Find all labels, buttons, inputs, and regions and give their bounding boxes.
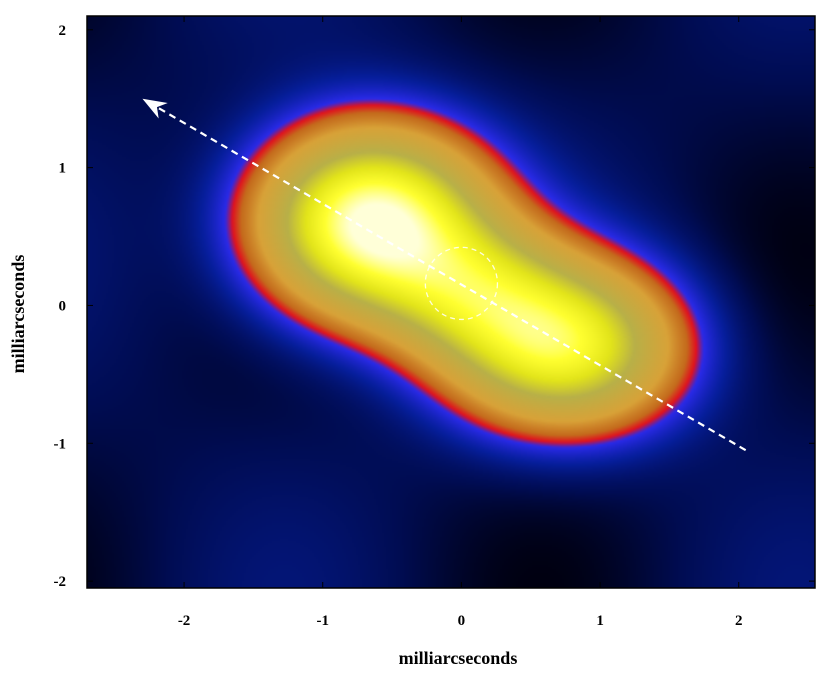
x-tick-label: 1 <box>596 613 604 629</box>
x-axis-ticks: -2 -1 0 1 2 <box>178 16 743 629</box>
intensity-map <box>87 16 815 588</box>
jet-axis-arrow <box>154 104 747 452</box>
y-tick-label: 0 <box>59 298 67 314</box>
y-axis-ticks: -2 -1 0 1 2 <box>54 23 815 590</box>
y-tick-label: -1 <box>54 436 67 452</box>
y-tick-label: 2 <box>59 23 67 39</box>
x-tick-label: -2 <box>178 613 191 629</box>
core-circle <box>424 246 499 321</box>
y-tick-label: -2 <box>54 574 67 590</box>
y-axis-title: milliarcseconds <box>8 255 28 374</box>
x-tick-label: 2 <box>735 613 743 629</box>
x-tick-label: -1 <box>316 613 329 629</box>
x-tick-label: 0 <box>458 613 466 629</box>
x-axis-title: milliarcseconds <box>399 648 518 668</box>
plot-frame <box>86 15 816 589</box>
y-tick-label: 1 <box>59 161 67 177</box>
arrow-head-icon <box>142 98 168 119</box>
